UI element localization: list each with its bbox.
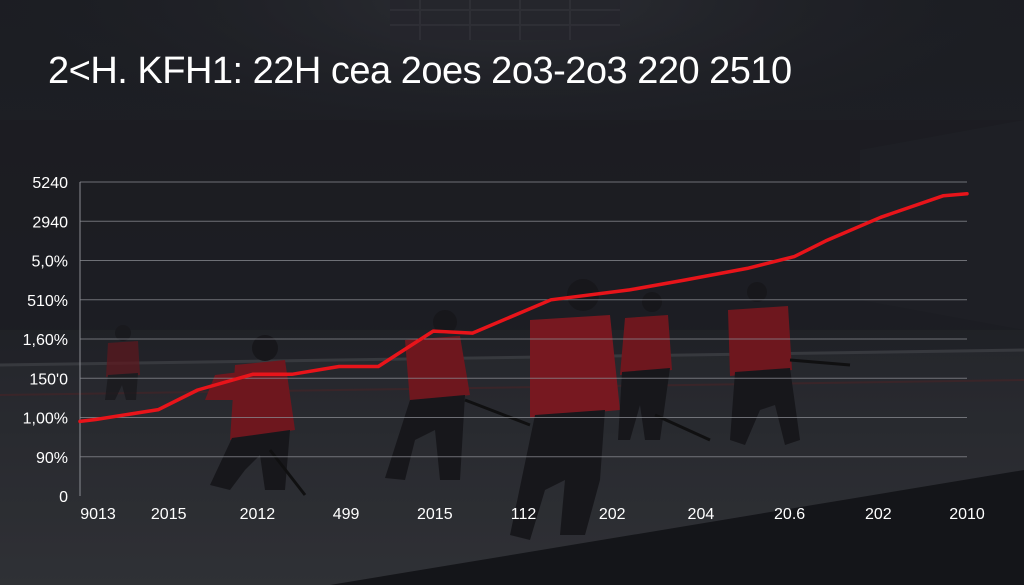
x-tick-label: 2010 xyxy=(949,506,985,523)
x-axis-ticks: 9013 2015 2012 499 2015 112 202 204 20.6 202 2010 xyxy=(80,506,985,523)
series-line xyxy=(78,192,969,424)
chart-title: 2<H. KFH1: 22H cea 2oes 2o3-2o3 220 2510 xyxy=(48,50,792,92)
y-tick-label: 150'0 xyxy=(29,371,68,388)
y-tick-label: 5,0% xyxy=(32,254,68,271)
y-tick-label: 5240 xyxy=(32,175,68,192)
x-tick-label: 204 xyxy=(688,506,715,523)
grid-lines xyxy=(79,181,967,496)
player-figure xyxy=(205,335,307,496)
y-tick-label: 510% xyxy=(27,293,68,310)
x-tick-label: 202 xyxy=(865,506,892,523)
y-axis-ticks: 0 90% 1,00% 150'0 1,60% 510% 5,0% 2940 5240 xyxy=(23,175,68,506)
player-figure xyxy=(510,279,620,540)
player-figure xyxy=(728,282,851,445)
y-tick-label: 1,60% xyxy=(23,332,68,349)
y-tick-label: 1,00% xyxy=(23,411,68,428)
x-tick-label: 2015 xyxy=(417,506,453,523)
x-tick-label: 499 xyxy=(333,506,360,523)
x-tick-label: 2015 xyxy=(151,506,187,523)
y-tick-label: 0 xyxy=(59,489,68,506)
series-layer xyxy=(78,192,969,424)
x-tick-label: 202 xyxy=(599,506,626,523)
player-figure xyxy=(105,325,140,400)
y-tick-label: 2940 xyxy=(32,214,68,231)
player-figure xyxy=(618,292,711,442)
x-tick-label: 20.6 xyxy=(774,506,805,523)
x-tick-label: 9013 xyxy=(80,506,116,523)
x-tick-label: 112 xyxy=(511,506,537,523)
player-figure xyxy=(385,310,531,480)
y-tick-label: 90% xyxy=(36,450,68,467)
x-tick-label: 2012 xyxy=(240,506,276,523)
